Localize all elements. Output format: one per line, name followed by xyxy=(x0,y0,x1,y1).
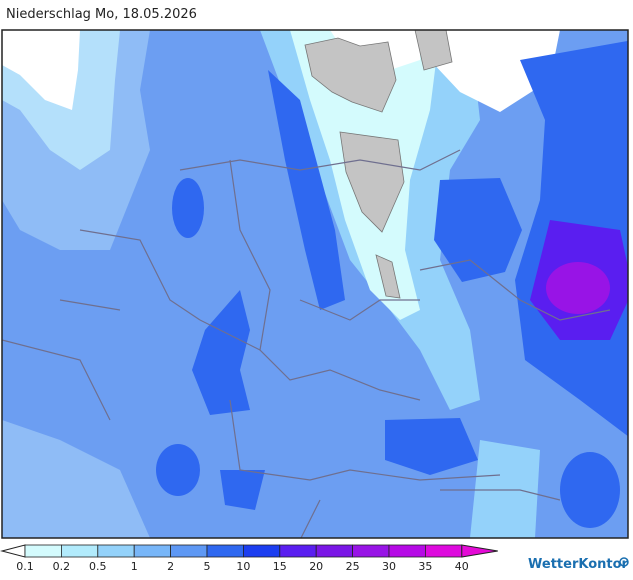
legend-label: 35 xyxy=(418,560,432,573)
legend-label: 0.1 xyxy=(16,560,34,573)
legend-swatch xyxy=(242,544,281,558)
legend-swatch xyxy=(279,544,317,558)
legend-label: 1 xyxy=(131,560,138,573)
legend: 0.1 0.2 0.5 1 2 5 10 15 20 25 30 35 40 xyxy=(0,544,498,573)
legend-swatch xyxy=(206,544,244,558)
legend-label: 15 xyxy=(273,560,287,573)
legend-swatch xyxy=(133,544,171,558)
legend-label: 5 xyxy=(204,560,211,573)
legend-swatch xyxy=(388,544,426,558)
legend-label: 25 xyxy=(346,560,360,573)
legend-label: 30 xyxy=(382,560,396,573)
legend-label: 40 xyxy=(455,560,469,573)
legend-label: 10 xyxy=(236,560,250,573)
legend-label: 0.5 xyxy=(89,560,107,573)
precipitation-map xyxy=(2,30,628,538)
legend-swatch xyxy=(61,544,99,558)
map-title: Niederschlag Mo, 18.05.2026 xyxy=(6,7,197,22)
legend-label: 0.2 xyxy=(53,560,71,573)
legend-low-arrow xyxy=(0,544,26,558)
legend-swatch xyxy=(24,544,62,558)
brand-name: WetterKontor xyxy=(528,557,629,572)
legend-swatch xyxy=(315,544,354,558)
legend-swatch xyxy=(424,544,463,558)
legend-label: 2 xyxy=(167,560,174,573)
legend-swatch xyxy=(170,544,208,558)
legend-swatch xyxy=(97,544,135,558)
map-frame xyxy=(1,29,629,539)
legend-label: 20 xyxy=(309,560,323,573)
legend-swatch xyxy=(352,544,390,558)
legend-high-arrow xyxy=(461,544,498,558)
brand-icon xyxy=(619,557,629,567)
